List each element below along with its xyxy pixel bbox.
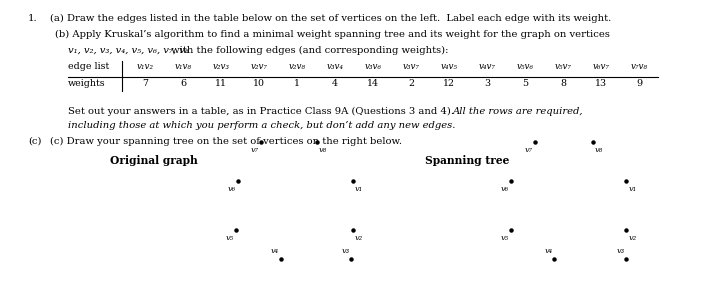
Text: 1: 1	[294, 79, 300, 88]
Text: v₆: v₆	[501, 185, 509, 193]
Text: weights: weights	[68, 79, 106, 88]
Text: v₄: v₄	[544, 247, 552, 255]
Text: Original graph: Original graph	[110, 155, 198, 166]
Text: v₇: v₇	[251, 146, 258, 154]
Text: Spanning tree: Spanning tree	[425, 155, 509, 166]
Text: v₁: v₁	[629, 185, 636, 193]
Text: (c) Draw your spanning tree on the set of vertices on the right below.: (c) Draw your spanning tree on the set o…	[50, 137, 402, 146]
Text: v₂: v₂	[629, 234, 636, 242]
Text: 8: 8	[560, 79, 566, 88]
Text: v₆: v₆	[228, 185, 235, 193]
Text: Set out your answers in a table, as in Practice Class 9A (Questions 3 and 4).: Set out your answers in a table, as in P…	[68, 107, 454, 116]
Text: v₁v₈: v₁v₈	[174, 62, 192, 71]
Text: 6: 6	[180, 79, 186, 88]
Text: 10: 10	[253, 79, 265, 88]
Text: v₃v₄: v₃v₄	[326, 62, 343, 71]
Text: v₃v₇: v₃v₇	[402, 62, 420, 71]
Text: 7: 7	[142, 79, 148, 88]
Text: v₄v₇: v₄v₇	[479, 62, 495, 71]
Text: v₅v₆: v₅v₆	[516, 62, 534, 71]
Text: 2: 2	[408, 79, 414, 88]
Text: v₄: v₄	[271, 247, 279, 255]
Text: (b) Apply Kruskal’s algorithm to find a minimal weight spanning tree and its wei: (b) Apply Kruskal’s algorithm to find a …	[55, 30, 610, 39]
Text: v₆v₇: v₆v₇	[593, 62, 610, 71]
Text: v₅: v₅	[501, 234, 509, 242]
Text: 9: 9	[636, 79, 642, 88]
Text: v₂v₃: v₂v₃	[212, 62, 230, 71]
Text: v₇: v₇	[525, 146, 533, 154]
Text: 3: 3	[484, 79, 490, 88]
Text: v₂v₈: v₂v₈	[289, 62, 305, 71]
Text: edge list: edge list	[68, 62, 109, 71]
Text: v₁v₂: v₁v₂	[137, 62, 153, 71]
Text: v₄v₅: v₄v₅	[441, 62, 457, 71]
Text: 1.: 1.	[28, 14, 37, 23]
Text: v₃v₆: v₃v₆	[364, 62, 382, 71]
Text: including those at which you perform a check, but don’t add any new edges.: including those at which you perform a c…	[68, 121, 455, 130]
Text: (c): (c)	[28, 137, 42, 146]
Text: v₇v₈: v₇v₈	[631, 62, 647, 71]
Text: v₁: v₁	[355, 185, 363, 193]
Text: v₅: v₅	[226, 234, 234, 242]
Text: 11: 11	[215, 79, 227, 88]
Text: v₃: v₃	[616, 247, 624, 255]
Text: (a) Draw the edges listed in the table below on the set of vertices on the left.: (a) Draw the edges listed in the table b…	[50, 14, 611, 23]
Text: v₅v₇: v₅v₇	[554, 62, 572, 71]
Text: v₂v₇: v₂v₇	[251, 62, 268, 71]
Text: with the following edges (and corresponding weights):: with the following edges (and correspond…	[168, 46, 449, 55]
Text: v₂: v₂	[355, 234, 363, 242]
Text: v₈: v₈	[595, 146, 603, 154]
Text: All the rows are required,: All the rows are required,	[453, 107, 583, 116]
Text: 5: 5	[522, 79, 528, 88]
Text: 12: 12	[443, 79, 455, 88]
Text: 14: 14	[367, 79, 379, 88]
Text: 4: 4	[332, 79, 338, 88]
Text: v₁, v₂, v₃, v₄, v₅, v₆, v₇, v₈: v₁, v₂, v₃, v₄, v₅, v₆, v₇, v₈	[68, 46, 189, 55]
Text: v₈: v₈	[319, 146, 327, 154]
Text: 13: 13	[595, 79, 607, 88]
Text: v₃: v₃	[341, 247, 349, 255]
